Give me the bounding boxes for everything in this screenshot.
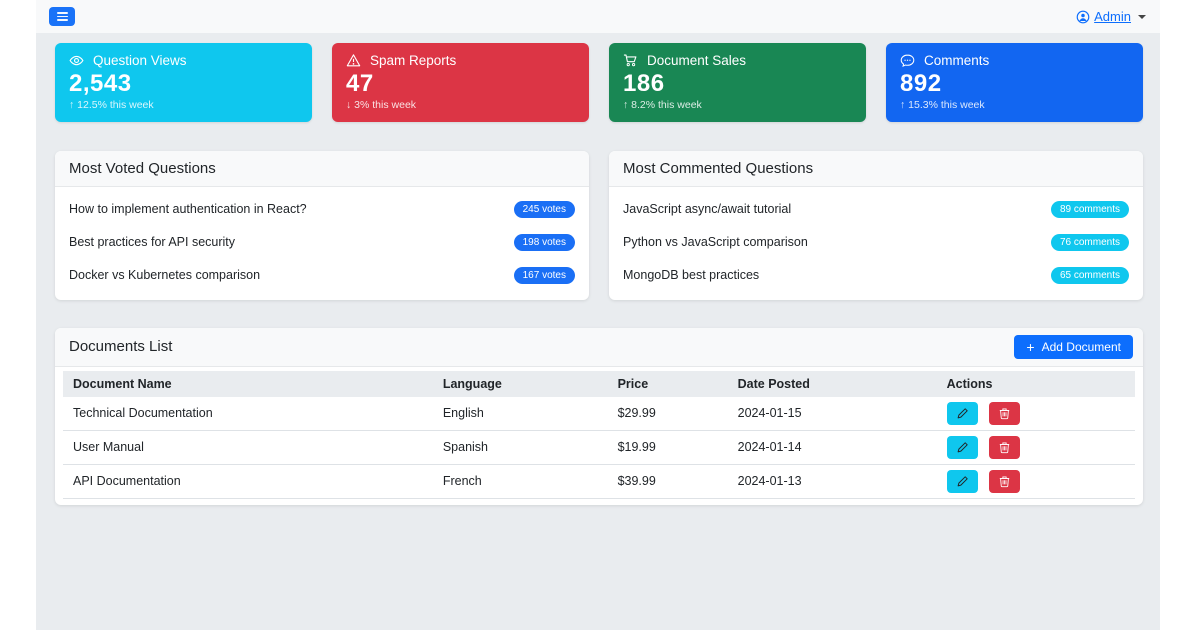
add-document-button[interactable]: + Add Document bbox=[1014, 334, 1133, 359]
stat-value: 47 bbox=[346, 70, 374, 97]
list-item: MongoDB best practices 65 comments bbox=[609, 259, 1143, 292]
document-name: API Documentation bbox=[63, 464, 433, 499]
stat-trend: ↑ 15.3% this week bbox=[900, 98, 985, 111]
plus-icon: + bbox=[1026, 338, 1035, 355]
question-text: Python vs JavaScript comparison bbox=[623, 235, 808, 250]
document-name: Technical Documentation bbox=[63, 396, 433, 431]
stat-trend: ↑ 12.5% this week bbox=[69, 98, 154, 111]
question-text: MongoDB best practices bbox=[623, 268, 760, 283]
question-text: JavaScript async/await tutorial bbox=[623, 202, 792, 217]
cart-icon bbox=[623, 54, 637, 67]
hamburger-icon bbox=[56, 15, 68, 18]
table-header-row: Document Name Language Price Date Posted… bbox=[63, 370, 1135, 397]
panel-title: Most Voted Questions bbox=[55, 150, 589, 187]
stat-card-spam-reports: Spam Reports 47 ↓ 3% this week bbox=[332, 43, 589, 122]
documents-table: Document Name Language Price Date Posted… bbox=[63, 370, 1135, 499]
eye-icon bbox=[69, 55, 84, 66]
list-item: How to implement authentication in React… bbox=[55, 193, 589, 226]
column-header-price: Price bbox=[607, 370, 728, 397]
stat-card-comments: Comments 892 ↑ 15.3% this week bbox=[886, 43, 1143, 122]
table-row: API Documentation French $39.99 2024-01-… bbox=[63, 464, 1135, 499]
stat-value: 892 bbox=[900, 70, 942, 97]
panel-title: Most Commented Questions bbox=[609, 150, 1143, 187]
question-text: Docker vs Kubernetes comparison bbox=[69, 268, 261, 283]
hamburger-icon bbox=[56, 12, 68, 14]
column-header-language: Language bbox=[432, 370, 608, 397]
dashboard-app: Admin Question Views 2,543 ↑ 12.5% this … bbox=[36, 0, 1160, 630]
stat-value: 186 bbox=[623, 70, 665, 97]
most-voted-panel: Most Voted Questions How to implement au… bbox=[55, 150, 589, 300]
stat-card-question-views: Question Views 2,543 ↑ 12.5% this week bbox=[55, 43, 312, 122]
edit-button[interactable] bbox=[946, 401, 978, 425]
trash-icon bbox=[999, 476, 1010, 487]
votes-badge: 245 votes bbox=[513, 200, 575, 218]
table-row: Technical Documentation English $29.99 2… bbox=[63, 396, 1135, 431]
document-price: $39.99 bbox=[607, 464, 728, 499]
table-row: User Manual Spanish $19.99 2024-01-14 bbox=[63, 430, 1135, 465]
list-item: JavaScript async/await tutorial 89 comme… bbox=[609, 193, 1143, 226]
document-language: French bbox=[432, 464, 608, 499]
person-circle-icon bbox=[1076, 10, 1090, 23]
comments-badge: 65 comments bbox=[1050, 266, 1129, 284]
most-commented-panel: Most Commented Questions JavaScript asyn… bbox=[609, 150, 1143, 300]
edit-button[interactable] bbox=[946, 435, 978, 459]
chat-icon bbox=[900, 54, 915, 68]
column-header-document-name: Document Name bbox=[63, 370, 433, 397]
caret-down-icon bbox=[1138, 14, 1146, 19]
top-navbar: Admin bbox=[36, 0, 1160, 33]
column-header-actions: Actions bbox=[936, 370, 1135, 397]
document-price: $29.99 bbox=[607, 396, 728, 431]
document-price: $19.99 bbox=[607, 430, 728, 465]
add-document-label: Add Document bbox=[1041, 339, 1121, 354]
stat-label: Spam Reports bbox=[370, 53, 457, 68]
stats-row: Question Views 2,543 ↑ 12.5% this week S… bbox=[55, 43, 1143, 122]
hamburger-icon bbox=[56, 19, 68, 21]
column-header-date-posted: Date Posted bbox=[727, 370, 937, 397]
edit-button[interactable] bbox=[946, 469, 978, 493]
stat-card-document-sales: Document Sales 186 ↑ 8.2% this week bbox=[609, 43, 866, 122]
document-date: 2024-01-13 bbox=[727, 464, 937, 499]
document-language: Spanish bbox=[432, 430, 608, 465]
pencil-icon bbox=[957, 475, 968, 486]
stat-trend: ↓ 3% this week bbox=[346, 98, 417, 111]
comments-badge: 89 comments bbox=[1050, 200, 1129, 218]
delete-button[interactable] bbox=[989, 469, 1021, 493]
document-date: 2024-01-14 bbox=[727, 430, 937, 465]
admin-label: Admin bbox=[1094, 9, 1131, 24]
question-text: Best practices for API security bbox=[69, 235, 236, 250]
admin-dropdown[interactable]: Admin bbox=[1076, 9, 1146, 24]
list-item: Python vs JavaScript comparison 76 comme… bbox=[609, 226, 1143, 259]
document-name: User Manual bbox=[63, 430, 433, 465]
list-item: Docker vs Kubernetes comparison 167 vote… bbox=[55, 259, 589, 292]
documents-title: Documents List bbox=[69, 338, 173, 356]
votes-badge: 167 votes bbox=[513, 266, 575, 284]
stat-label: Question Views bbox=[93, 53, 187, 68]
documents-panel: Documents List + Add Document Document N… bbox=[55, 327, 1143, 505]
delete-button[interactable] bbox=[989, 401, 1021, 425]
delete-button[interactable] bbox=[989, 435, 1021, 459]
pencil-icon bbox=[957, 407, 968, 418]
sidebar-toggle-button[interactable] bbox=[49, 7, 75, 26]
stat-label: Document Sales bbox=[647, 53, 747, 68]
votes-badge: 198 votes bbox=[513, 233, 575, 251]
stat-trend: ↑ 8.2% this week bbox=[623, 98, 702, 111]
list-item: Best practices for API security 198 vote… bbox=[55, 226, 589, 259]
question-text: How to implement authentication in React… bbox=[69, 202, 307, 217]
trash-icon bbox=[999, 442, 1010, 453]
stat-label: Comments bbox=[924, 53, 990, 68]
stat-value: 2,543 bbox=[69, 70, 132, 97]
trash-icon bbox=[999, 408, 1010, 419]
pencil-icon bbox=[957, 441, 968, 452]
comments-badge: 76 comments bbox=[1050, 233, 1129, 251]
warning-icon bbox=[346, 54, 361, 67]
document-date: 2024-01-15 bbox=[727, 396, 937, 431]
document-language: English bbox=[432, 396, 608, 431]
